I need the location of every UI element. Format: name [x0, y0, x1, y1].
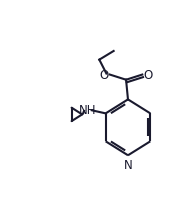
Text: NH: NH	[79, 103, 96, 116]
Text: N: N	[124, 158, 132, 171]
Text: O: O	[99, 69, 108, 82]
Text: O: O	[144, 69, 153, 82]
